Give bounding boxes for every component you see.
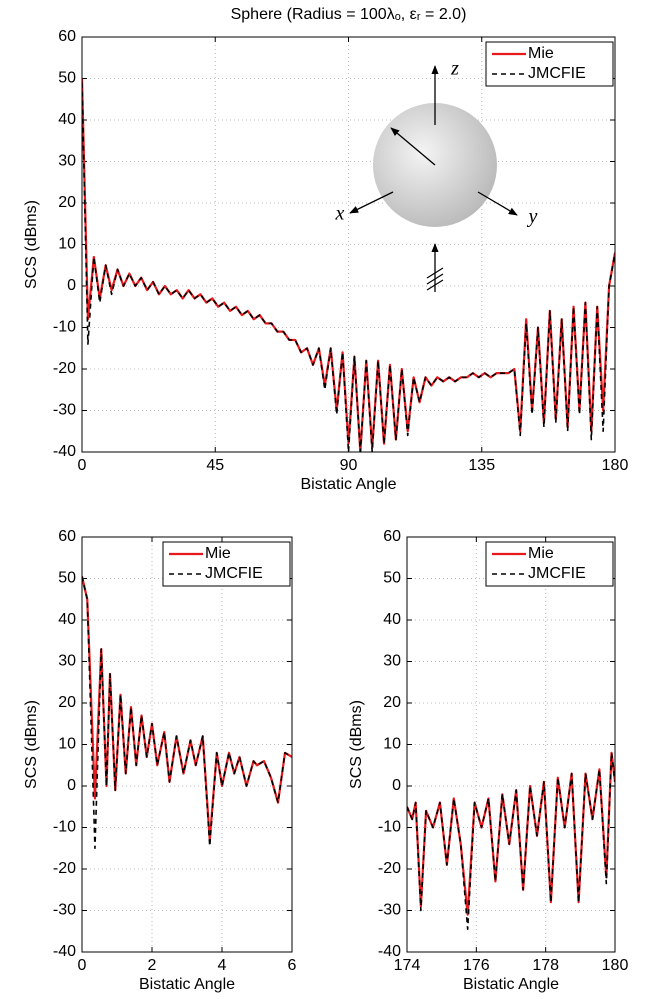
series-line bbox=[82, 78, 615, 452]
x-label: x bbox=[335, 203, 345, 225]
y-tick-label: -30 bbox=[378, 902, 401, 919]
x-axis-label: Bistatic Angle bbox=[463, 976, 559, 993]
sphere-diagram bbox=[349, 65, 518, 292]
radius-arrow bbox=[390, 127, 436, 166]
y-tick-label: 0 bbox=[67, 777, 76, 794]
y-tick-label: 30 bbox=[383, 653, 401, 670]
legend-label: Mie bbox=[528, 45, 554, 62]
y-axis-label: SCS (dBms) bbox=[23, 700, 40, 789]
y-tick-label: 0 bbox=[67, 277, 76, 294]
y-tick-label: 40 bbox=[58, 111, 76, 128]
y-tick-label: -40 bbox=[378, 943, 401, 960]
y-label: y bbox=[527, 206, 538, 228]
y-tick-label: -40 bbox=[53, 443, 76, 460]
y-axis-label: SCS (dBms) bbox=[348, 700, 365, 789]
y-tick-label: 50 bbox=[383, 570, 401, 587]
axes-frame bbox=[81, 36, 616, 453]
y-tick-label: 60 bbox=[58, 528, 76, 545]
y-tick-label: -30 bbox=[53, 902, 76, 919]
series-line bbox=[407, 751, 615, 930]
plot-lines bbox=[82, 576, 292, 850]
legend-box bbox=[162, 541, 291, 587]
polarization-marks bbox=[426, 267, 444, 291]
y-tick-label: -10 bbox=[53, 319, 76, 336]
x-tick-label: 0 bbox=[78, 457, 87, 474]
x-tick-label: 176 bbox=[463, 957, 490, 974]
x-tick-label: 180 bbox=[602, 957, 629, 974]
x-tick-label: 2 bbox=[148, 957, 157, 974]
y-tick-label: 50 bbox=[58, 70, 76, 87]
y-tick-label: 10 bbox=[58, 736, 76, 753]
y-tick-label: 30 bbox=[58, 653, 76, 670]
x-tick-label: 135 bbox=[468, 457, 495, 474]
plot-lines bbox=[82, 78, 615, 452]
x-tick-label: 174 bbox=[394, 957, 421, 974]
y-axis-arrow bbox=[477, 191, 518, 216]
y-tick-label: -20 bbox=[53, 360, 76, 377]
x-tick-label: 90 bbox=[340, 457, 358, 474]
y-tick-label: 40 bbox=[383, 611, 401, 628]
y-tick-label: 20 bbox=[58, 194, 76, 211]
series-line bbox=[82, 576, 292, 850]
y-tick-label: 0 bbox=[392, 777, 401, 794]
x-tick-label: 6 bbox=[288, 957, 297, 974]
legend-box bbox=[485, 41, 614, 87]
y-tick-label: -10 bbox=[378, 819, 401, 836]
y-tick-label: 40 bbox=[58, 611, 76, 628]
x-axis-arrow bbox=[349, 191, 394, 214]
axes-frame bbox=[406, 536, 616, 953]
y-tick-label: 60 bbox=[58, 28, 76, 45]
legend-label: Mie bbox=[528, 545, 554, 562]
y-tick-label: 10 bbox=[58, 236, 76, 253]
y-tick-label: 60 bbox=[383, 528, 401, 545]
x-axis-label: Bistatic Angle bbox=[139, 976, 235, 993]
x-tick-label: 0 bbox=[78, 957, 87, 974]
y-tick-label: -20 bbox=[378, 860, 401, 877]
x-tick-label: 45 bbox=[206, 457, 224, 474]
plot-lines bbox=[407, 751, 615, 930]
legend-label: JMCFIE bbox=[205, 565, 263, 582]
x-tick-label: 4 bbox=[218, 957, 227, 974]
y-tick-label: 30 bbox=[58, 153, 76, 170]
chart-title: Sphere (Radius = 100λₒ, εᵣ = 2.0) bbox=[231, 6, 467, 23]
x-tick-label: 180 bbox=[602, 457, 629, 474]
y-tick-label: 20 bbox=[383, 694, 401, 711]
y-tick-label: -40 bbox=[53, 943, 76, 960]
y-tick-label: -30 bbox=[53, 402, 76, 419]
legend-box bbox=[485, 541, 614, 587]
y-tick-label: 50 bbox=[58, 570, 76, 587]
y-tick-label: 10 bbox=[383, 736, 401, 753]
y-tick-label: -10 bbox=[53, 819, 76, 836]
y-axis-label: SCS (dBms) bbox=[23, 200, 40, 289]
y-tick-label: -20 bbox=[53, 860, 76, 877]
y-tick-label: 20 bbox=[58, 694, 76, 711]
z-label: z bbox=[450, 58, 459, 80]
x-tick-label: 178 bbox=[532, 957, 559, 974]
legend-label: JMCFIE bbox=[528, 565, 586, 582]
legend-label: JMCFIE bbox=[528, 65, 586, 82]
legend-label: Mie bbox=[205, 545, 231, 562]
x-axis-label: Bistatic Angle bbox=[300, 476, 396, 493]
axes-frame bbox=[81, 536, 293, 953]
